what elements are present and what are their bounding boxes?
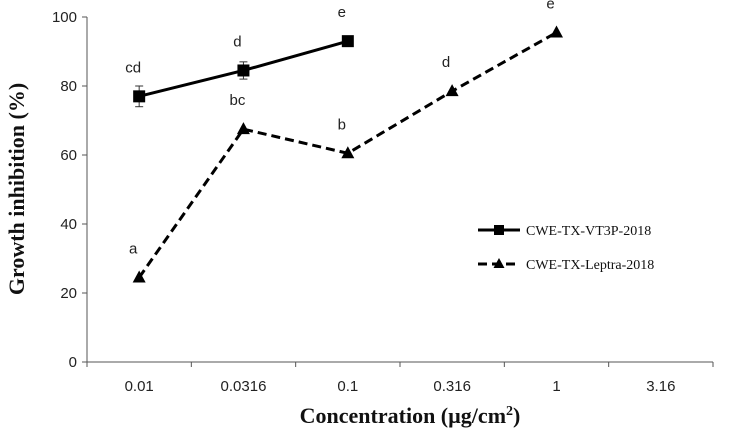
data-point-square bbox=[133, 90, 146, 103]
x-tick-label: 3.16 bbox=[646, 378, 675, 395]
data-point-triangle bbox=[236, 122, 250, 135]
y-tick-label: 0 bbox=[69, 354, 77, 371]
plot-area: 0 20 40 60 80 100 0.01 0.0316 0.1 0.316 1 3.16 cd d e a… bbox=[52, 0, 714, 395]
x-axis-title: Concentration (µg/cm2) bbox=[300, 403, 521, 428]
data-point-triangle bbox=[550, 25, 563, 38]
significance-label: cd bbox=[125, 59, 141, 76]
significance-label: d bbox=[442, 54, 450, 71]
x-tick-label: 1 bbox=[552, 378, 560, 395]
y-tick-label: 100 bbox=[52, 9, 77, 26]
legend-marker-square bbox=[494, 225, 504, 235]
significance-label: e bbox=[338, 4, 346, 21]
x-tick-label: 0.1 bbox=[337, 378, 358, 395]
legend-label: CWE-TX-VT3P-2018 bbox=[526, 224, 651, 239]
y-tick-label: 60 bbox=[60, 147, 77, 164]
y-tick-label: 80 bbox=[60, 78, 77, 95]
x-axis-title-close: ) bbox=[513, 403, 520, 428]
significance-label: bc bbox=[230, 92, 246, 109]
data-point-triangle bbox=[341, 146, 355, 159]
data-point-triangle bbox=[445, 84, 459, 97]
significance-label: d bbox=[233, 33, 241, 50]
x-tick-label: 0.316 bbox=[433, 378, 471, 395]
data-point-triangle bbox=[132, 270, 146, 283]
legend-marker-triangle bbox=[493, 258, 505, 268]
x-tick-label: 0.01 bbox=[125, 378, 154, 395]
x-axis-title-main: Concentration (µg/cm bbox=[300, 403, 506, 428]
significance-label: a bbox=[129, 240, 138, 257]
data-point-square bbox=[341, 35, 354, 48]
data-point-square bbox=[237, 64, 250, 77]
y-tick-label: 40 bbox=[60, 216, 77, 233]
legend-label: CWE-TX-Leptra-2018 bbox=[526, 258, 654, 273]
y-tick-label: 20 bbox=[60, 285, 77, 302]
significance-label: e bbox=[546, 0, 554, 13]
x-tick-label: 0.0316 bbox=[221, 378, 267, 395]
x-axis-title-sup: 2 bbox=[506, 404, 513, 419]
y-axis-title: Growth inhibition (%) bbox=[4, 83, 29, 295]
significance-label: b bbox=[338, 116, 346, 133]
